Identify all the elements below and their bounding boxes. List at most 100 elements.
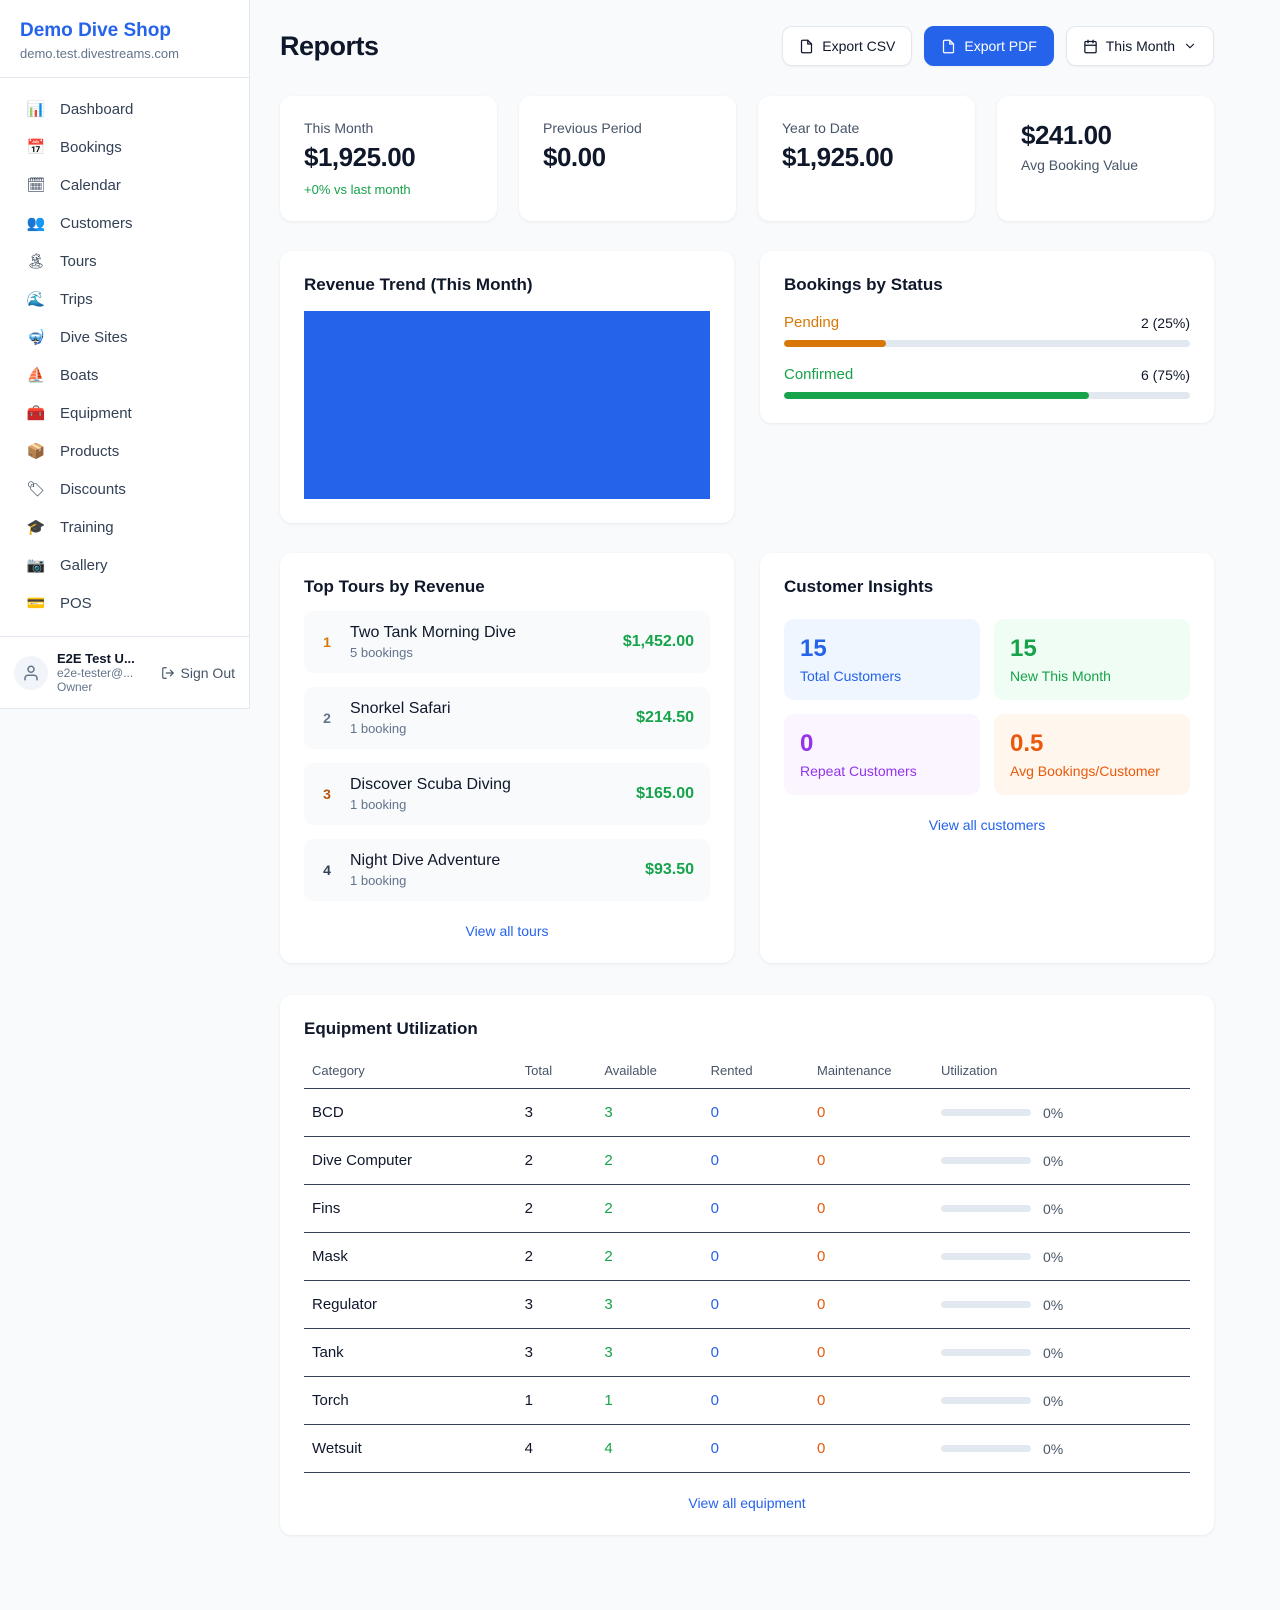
stat-card-avg-booking-value: $241.00 Avg Booking Value bbox=[997, 96, 1214, 221]
customer-insights-card: Customer Insights 15 Total Customers 15 … bbox=[760, 553, 1214, 963]
stat-card-year-to-date: Year to Date $1,925.00 bbox=[758, 96, 975, 221]
cell-category: Mask bbox=[304, 1232, 517, 1281]
file-icon bbox=[941, 39, 956, 54]
tour-info: Two Tank Morning Dive 5 bookings bbox=[350, 624, 607, 660]
insight-label: Avg Bookings/Customer bbox=[1010, 763, 1160, 779]
cell-category: Regulator bbox=[304, 1280, 517, 1329]
tour-rank: 4 bbox=[323, 862, 331, 878]
view-all-equipment-link[interactable]: View all equipment bbox=[688, 1495, 806, 1511]
nav-label: Boats bbox=[60, 366, 99, 384]
sidebar-item-boats[interactable]: ⛵ Boats bbox=[0, 356, 249, 394]
export-csv-button[interactable]: Export CSV bbox=[782, 26, 913, 66]
bookings-by-status-card: Bookings by Status Pending 2 (25%) Confi… bbox=[760, 251, 1214, 423]
top-tours-title: Top Tours by Revenue bbox=[304, 577, 485, 596]
products-icon: 📦 bbox=[26, 443, 46, 460]
utilization-bar bbox=[941, 1109, 1032, 1116]
table-row: Mask 2 2 0 0 0% bbox=[304, 1232, 1190, 1281]
nav-label: Dashboard bbox=[60, 100, 134, 118]
cell-category: BCD bbox=[304, 1088, 517, 1137]
utilization-percent: 0% bbox=[1043, 1104, 1064, 1121]
stat-label: Avg Booking Value bbox=[1021, 157, 1139, 173]
nav-label: Products bbox=[60, 442, 120, 460]
sidebar-item-trips[interactable]: 🌊 Trips bbox=[0, 280, 249, 318]
sidebar-item-dive-sites[interactable]: 🤿 Dive Sites bbox=[0, 318, 249, 356]
insight-value: 15 bbox=[1010, 635, 1037, 662]
view-all-tours-link[interactable]: View all tours bbox=[465, 923, 549, 939]
cell-total: 4 bbox=[516, 1424, 597, 1473]
stat-value: $1,925.00 bbox=[782, 142, 894, 172]
sidebar-item-pos[interactable]: 💳 POS bbox=[0, 584, 249, 622]
equipment-utilization-title: Equipment Utilization bbox=[304, 1019, 478, 1038]
sidebar-item-customers[interactable]: 👥 Customers bbox=[0, 204, 249, 242]
cell-total: 2 bbox=[516, 1136, 597, 1185]
insight-label: Repeat Customers bbox=[800, 763, 917, 779]
cell-category: Tank bbox=[304, 1328, 517, 1377]
sidebar-item-training[interactable]: 🎓 Training bbox=[0, 508, 249, 546]
tour-name: Snorkel Safari bbox=[350, 700, 451, 717]
cell-available: 2 bbox=[596, 1136, 703, 1185]
nav-label: Customers bbox=[60, 214, 133, 232]
user-name: E2E Test U... bbox=[57, 651, 135, 666]
sidebar-item-tours[interactable]: 🏝 Tours bbox=[0, 242, 249, 280]
insight-tile-total-customers: 15 Total Customers bbox=[784, 619, 980, 700]
cell-maintenance: 0 bbox=[808, 1328, 934, 1377]
sign-out-button[interactable]: Sign Out bbox=[161, 665, 235, 681]
cell-rented: 0 bbox=[702, 1328, 809, 1377]
utilization-bar bbox=[941, 1157, 1032, 1164]
stat-value: $241.00 bbox=[1021, 120, 1112, 150]
equipment-utilization-card: Equipment Utilization Category Total Ava… bbox=[280, 995, 1214, 1535]
nav-label: Discounts bbox=[60, 480, 126, 498]
export-pdf-button[interactable]: Export PDF bbox=[924, 26, 1054, 66]
revenue-trend-title: Revenue Trend (This Month) bbox=[304, 275, 533, 294]
cell-maintenance: 0 bbox=[808, 1184, 934, 1233]
sidebar-item-equipment[interactable]: 🧰 Equipment bbox=[0, 394, 249, 432]
cell-maintenance: 0 bbox=[808, 1136, 934, 1185]
table-row: Regulator 3 3 0 0 0% bbox=[304, 1280, 1190, 1329]
status-progress-track bbox=[784, 340, 1190, 347]
gallery-icon: 📷 bbox=[26, 557, 46, 574]
cell-available: 4 bbox=[596, 1424, 703, 1473]
header-actions: Export CSV Export PDF This Month bbox=[782, 26, 1214, 66]
cell-total: 1 bbox=[516, 1376, 597, 1425]
utilization-bar bbox=[941, 1301, 1032, 1308]
nav-label: Calendar bbox=[60, 176, 121, 194]
nav-label: Gallery bbox=[60, 556, 108, 574]
nav-label: Trips bbox=[60, 290, 93, 308]
cell-rented: 0 bbox=[702, 1376, 809, 1425]
status-row-confirmed: Confirmed 6 (75%) bbox=[784, 366, 1190, 399]
period-dropdown[interactable]: This Month bbox=[1065, 26, 1214, 66]
sidebar-item-bookings[interactable]: 📅 Bookings bbox=[0, 128, 249, 166]
discounts-icon: 🏷 bbox=[26, 481, 46, 498]
utilization-percent: 0% bbox=[1043, 1440, 1064, 1457]
tour-revenue: $1,452.00 bbox=[622, 633, 694, 650]
nav-label: Training bbox=[60, 518, 114, 536]
boats-icon: ⛵ bbox=[26, 367, 46, 384]
tour-revenue: $165.00 bbox=[636, 785, 694, 802]
stat-value: $1,925.00 bbox=[304, 142, 416, 172]
sidebar-item-dashboard[interactable]: 📊 Dashboard bbox=[0, 90, 249, 128]
sidebar: Demo Dive Shop demo.test.divestreams.com… bbox=[0, 0, 250, 709]
sidebar-item-gallery[interactable]: 📷 Gallery bbox=[0, 546, 249, 584]
tour-name: Discover Scuba Diving bbox=[350, 776, 511, 793]
column-header: Maintenance bbox=[808, 1053, 934, 1089]
nav-label: POS bbox=[60, 594, 92, 612]
stats-row: This Month $1,925.00 +0% vs last month P… bbox=[280, 96, 1214, 221]
sidebar-item-discounts[interactable]: 🏷 Discounts bbox=[0, 470, 249, 508]
status-label: Confirmed bbox=[784, 366, 854, 383]
insight-value: 15 bbox=[800, 635, 827, 662]
cell-available: 2 bbox=[596, 1232, 703, 1281]
nav-label: Tours bbox=[60, 252, 97, 270]
cell-available: 2 bbox=[596, 1184, 703, 1233]
view-all-customers-link[interactable]: View all customers bbox=[928, 817, 1046, 833]
sidebar-item-calendar[interactable]: 🗓 Calendar bbox=[0, 166, 249, 204]
table-row: Wetsuit 4 4 0 0 0% bbox=[304, 1424, 1190, 1473]
status-progress-fill bbox=[784, 392, 1089, 399]
top-tours-card: Top Tours by Revenue 1 Two Tank Morning … bbox=[280, 553, 734, 963]
tour-bookings: 5 bookings bbox=[350, 645, 413, 660]
sidebar-item-products[interactable]: 📦 Products bbox=[0, 432, 249, 470]
utilization-percent: 0% bbox=[1043, 1200, 1064, 1217]
chevron-down-icon bbox=[1183, 39, 1197, 53]
insights-row: Top Tours by Revenue 1 Two Tank Morning … bbox=[280, 553, 1214, 963]
tour-name: Night Dive Adventure bbox=[350, 852, 501, 869]
user-email: e2e-tester@... bbox=[57, 666, 134, 680]
